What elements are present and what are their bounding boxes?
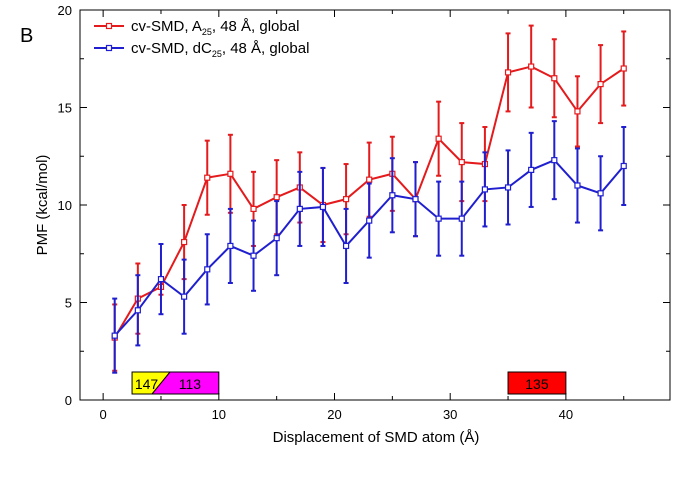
data-point bbox=[458, 159, 465, 166]
annotation-box bbox=[151, 372, 219, 394]
x-tick-label: 30 bbox=[443, 407, 457, 422]
data-point bbox=[181, 238, 188, 246]
data-point bbox=[134, 307, 141, 314]
data-point bbox=[342, 196, 350, 203]
y-axis-label: PMF (kcal/mol) bbox=[34, 155, 51, 256]
annotation-box bbox=[132, 372, 170, 394]
data-point bbox=[481, 186, 489, 193]
annotation-outline bbox=[507, 371, 567, 395]
legend-swatch-marker bbox=[105, 22, 113, 30]
data-point bbox=[342, 242, 350, 250]
legend-label: cv-SMD, dC25, 48 Å, global bbox=[131, 40, 309, 59]
axes: 0 10 20 30 40 0 5 10 15 20 bbox=[58, 3, 671, 422]
data-point bbox=[435, 135, 442, 142]
data-point bbox=[366, 217, 373, 224]
series-layer bbox=[111, 24, 627, 374]
y-tick-label: 15 bbox=[58, 101, 72, 116]
legend-label: cv-SMD, A25, 48 Å, global bbox=[131, 18, 299, 37]
data-point bbox=[597, 190, 604, 197]
data-point bbox=[504, 184, 512, 191]
data-point bbox=[389, 192, 396, 199]
data-point bbox=[227, 242, 234, 250]
panel-label: B bbox=[20, 25, 33, 47]
annotation-outline bbox=[131, 371, 220, 395]
legend-swatch-marker bbox=[105, 44, 113, 52]
y-tick-label: 5 bbox=[65, 296, 72, 311]
plot-frame bbox=[79, 9, 671, 401]
series-1 bbox=[111, 24, 627, 372]
annotation-label: 147 bbox=[135, 376, 159, 392]
annotation-label: 135 bbox=[525, 376, 549, 392]
data-point bbox=[412, 196, 419, 203]
data-point bbox=[504, 69, 512, 76]
data-point bbox=[620, 65, 627, 72]
data-point bbox=[597, 80, 604, 88]
legend: cv-SMD, A25, 48 Å, global cv-SMD, dC25, 4… bbox=[94, 18, 309, 59]
x-tick-label: 40 bbox=[559, 407, 573, 422]
data-point bbox=[574, 182, 581, 189]
x-tick-label: 0 bbox=[100, 407, 107, 422]
data-point bbox=[181, 293, 188, 300]
data-point bbox=[319, 203, 327, 211]
annotation-layer: 147 113 135 bbox=[131, 371, 567, 395]
x-axis-label: Displacement of SMD atom (Å) bbox=[273, 429, 480, 446]
data-point bbox=[574, 108, 581, 115]
data-point bbox=[296, 205, 303, 212]
data-point bbox=[528, 63, 535, 70]
data-point bbox=[250, 252, 257, 259]
x-tick-label: 10 bbox=[212, 407, 226, 422]
data-point bbox=[435, 215, 442, 222]
data-point bbox=[620, 162, 627, 170]
x-tick-label: 20 bbox=[327, 407, 341, 422]
data-point bbox=[528, 166, 535, 173]
data-point bbox=[227, 170, 234, 177]
y-tick-label: 20 bbox=[58, 3, 72, 18]
data-point bbox=[458, 215, 465, 222]
data-point bbox=[551, 157, 558, 164]
data-point bbox=[273, 235, 280, 242]
data-point bbox=[111, 332, 118, 339]
annotation-box bbox=[508, 372, 566, 394]
data-point bbox=[204, 174, 211, 181]
series-2 bbox=[111, 120, 627, 374]
data-point bbox=[204, 266, 211, 273]
annotation-label: 113 bbox=[179, 376, 202, 392]
data-point bbox=[250, 205, 257, 212]
data-point bbox=[157, 276, 165, 283]
data-point bbox=[273, 194, 280, 201]
data-point bbox=[551, 75, 558, 82]
y-tick-label: 0 bbox=[65, 393, 72, 408]
data-point bbox=[366, 176, 373, 183]
annotation-divider bbox=[151, 371, 171, 395]
y-tick-label: 10 bbox=[58, 198, 72, 213]
